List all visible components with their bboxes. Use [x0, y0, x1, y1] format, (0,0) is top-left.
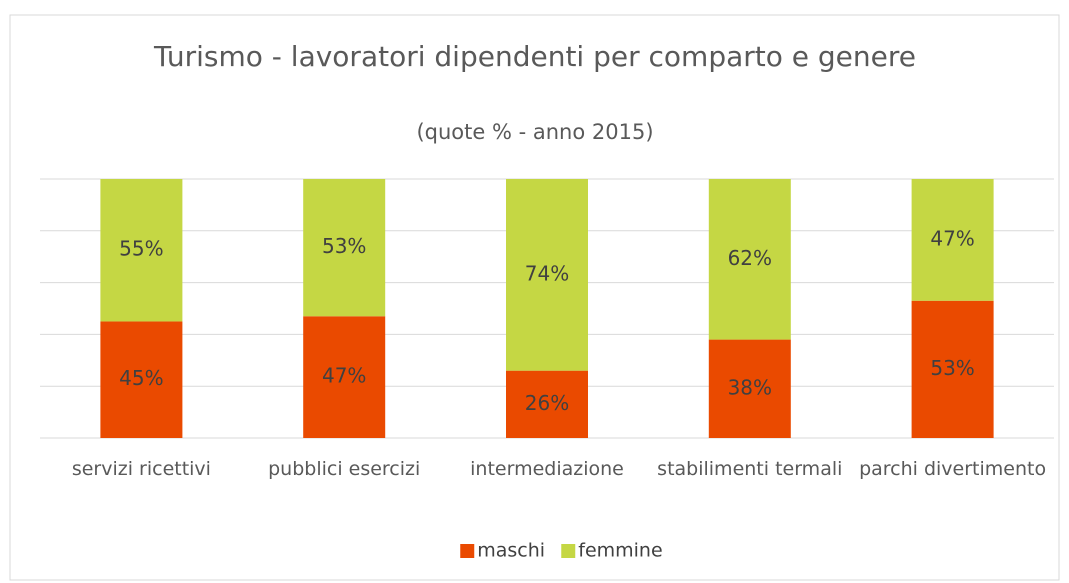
x-tick-label: stabilimenti termali [657, 458, 843, 480]
data-label: 74% [525, 261, 569, 285]
data-label: 47% [930, 226, 974, 250]
bar-segment [911, 179, 994, 301]
data-label: 47% [322, 364, 366, 388]
legend-swatch [561, 544, 576, 558]
data-label: 62% [728, 246, 772, 270]
data-label: 26% [525, 391, 569, 415]
x-tick-label-box: parchi divertimento [859, 458, 1047, 480]
bar-segment [506, 370, 588, 438]
bar-segment [100, 179, 183, 322]
bar-segment [303, 316, 386, 438]
bar-segment [708, 179, 791, 340]
x-tick-label-box: intermediazione [470, 458, 624, 480]
x-tick-label: pubblici esercizi [268, 458, 421, 480]
bar-segment [708, 339, 791, 438]
bar-segment [506, 179, 588, 371]
bar-segment [303, 179, 386, 317]
chart-title: Turismo - lavoratori dipendenti per comp… [154, 40, 916, 73]
data-label: 55% [119, 237, 163, 261]
legend-label: femmine [578, 540, 662, 562]
x-tick-label-box: stabilimenti termali [657, 458, 843, 480]
subtitle-box: (quote % - anno 2015) [416, 120, 654, 144]
data-label: 53% [322, 234, 366, 258]
x-tick-label: intermediazione [470, 458, 624, 480]
x-tick-label: servizi ricettivi [71, 458, 211, 480]
data-label: 53% [930, 356, 974, 380]
data-label: 38% [728, 375, 772, 399]
legend-label: maschi [477, 540, 545, 562]
x-tick-label-box: servizi ricettivi [71, 458, 211, 480]
title-box: Turismo - lavoratori dipendenti per comp… [154, 40, 916, 73]
data-label: 45% [119, 366, 163, 390]
x-tick-label-box: pubblici esercizi [268, 458, 421, 480]
legend-swatch [460, 544, 475, 558]
x-tick-label: parchi divertimento [859, 458, 1047, 480]
bar-segment [100, 321, 183, 438]
chart-subtitle: (quote % - anno 2015) [416, 120, 654, 144]
bar-segment [911, 300, 994, 438]
